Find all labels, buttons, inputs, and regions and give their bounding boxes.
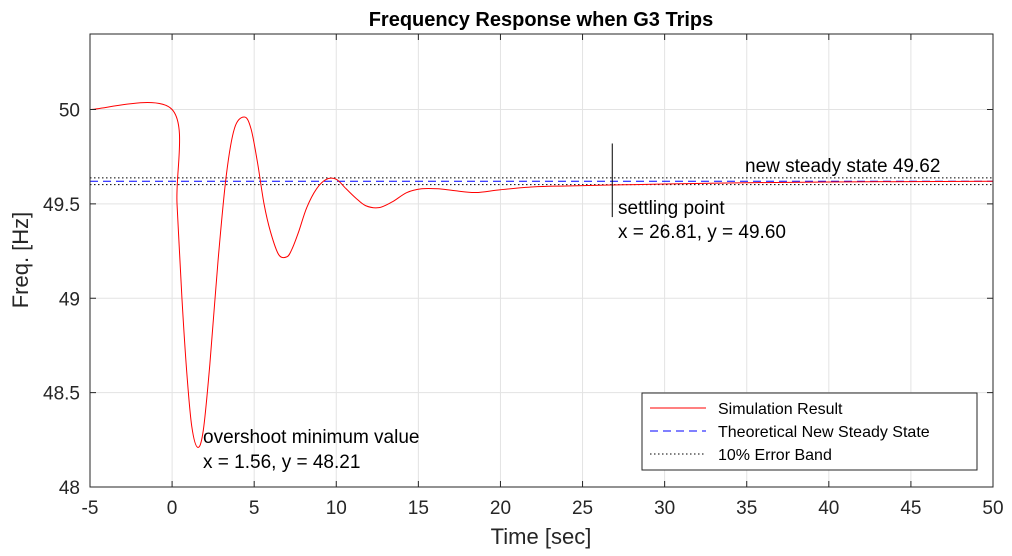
y-tick-label: 48 bbox=[59, 478, 80, 499]
x-tick-label: 45 bbox=[900, 498, 921, 519]
x-tick-label: -5 bbox=[82, 498, 99, 519]
settling-annotation-value: x = 26.81, y = 49.60 bbox=[618, 222, 786, 243]
reference-lines bbox=[90, 177, 993, 186]
x-tick-label: 30 bbox=[654, 498, 675, 519]
y-tick-labels: 48 48.5 49 49.5 50 bbox=[43, 101, 80, 500]
annotations: overshoot minimum value x = 1.56, y = 48… bbox=[203, 156, 940, 473]
x-tick-label: 25 bbox=[572, 498, 593, 519]
plot-frame bbox=[89, 33, 994, 488]
y-tick-label: 48.5 bbox=[43, 384, 80, 405]
x-tick-label: 10 bbox=[326, 498, 347, 519]
simulation-result-line bbox=[89, 102, 994, 448]
overshoot-annotation-value: x = 1.56, y = 48.21 bbox=[203, 452, 360, 473]
x-tick-label: 15 bbox=[408, 498, 429, 519]
steady-state-annotation: new steady state 49.62 bbox=[745, 156, 940, 177]
x-tick-label: 40 bbox=[818, 498, 839, 519]
legend-box bbox=[641, 392, 978, 471]
x-tick-label: 35 bbox=[736, 498, 757, 519]
y-tick-label: 49 bbox=[59, 289, 80, 310]
y-tick-label: 49.5 bbox=[43, 195, 80, 216]
x-tick-labels: -5 0 5 10 15 20 25 30 35 40 45 50 bbox=[82, 498, 1004, 519]
series-layer bbox=[89, 102, 994, 448]
legend: Simulation Result Theoretical New Steady… bbox=[641, 392, 978, 471]
overshoot-annotation-label: overshoot minimum value bbox=[203, 427, 419, 448]
ticks bbox=[89, 34, 994, 488]
legend-label-theoretical: Theoretical New Steady State bbox=[718, 424, 930, 441]
settling-annotation-label: settling point bbox=[618, 198, 725, 219]
chart-title: Frequency Response when G3 Trips bbox=[369, 9, 714, 31]
x-tick-label: 50 bbox=[982, 498, 1003, 519]
y-tick-label: 50 bbox=[59, 101, 80, 122]
x-axis-title: Time [sec] bbox=[491, 524, 592, 549]
legend-label-error-band: 10% Error Band bbox=[718, 447, 832, 464]
x-tick-label: 0 bbox=[167, 498, 178, 519]
legend-label-simulation: Simulation Result bbox=[718, 401, 843, 418]
x-tick-label: 5 bbox=[249, 498, 260, 519]
y-axis-title: Freq. [Hz] bbox=[8, 212, 33, 309]
x-tick-label: 20 bbox=[490, 498, 511, 519]
